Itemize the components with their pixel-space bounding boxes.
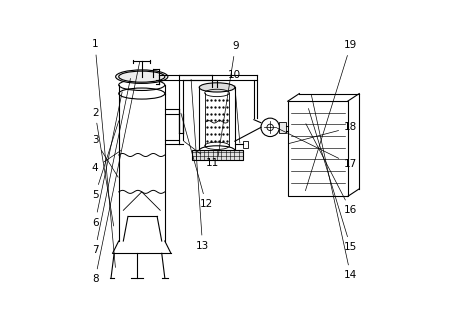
Ellipse shape — [199, 83, 235, 92]
Text: 1: 1 — [92, 39, 115, 268]
Text: 15: 15 — [309, 108, 357, 252]
Text: 5: 5 — [92, 121, 119, 200]
Text: 9: 9 — [218, 41, 239, 156]
Text: 12: 12 — [181, 113, 213, 209]
Bar — [279, 122, 286, 133]
Text: 13: 13 — [191, 79, 209, 250]
Text: 3: 3 — [92, 135, 118, 177]
Text: 10: 10 — [228, 70, 240, 143]
Text: 2: 2 — [92, 108, 114, 226]
Bar — [243, 140, 248, 148]
Text: 4: 4 — [92, 150, 121, 173]
Text: 19: 19 — [305, 40, 357, 191]
Text: 17: 17 — [277, 128, 357, 169]
Bar — [288, 101, 347, 197]
Text: 7: 7 — [92, 78, 130, 255]
Text: 8: 8 — [92, 62, 140, 285]
Text: 16: 16 — [306, 124, 357, 215]
Text: 18: 18 — [289, 122, 357, 144]
Text: 14: 14 — [311, 95, 357, 281]
Text: 11: 11 — [184, 141, 219, 168]
Bar — [192, 150, 243, 160]
Ellipse shape — [116, 70, 168, 83]
Text: 6: 6 — [92, 92, 122, 228]
